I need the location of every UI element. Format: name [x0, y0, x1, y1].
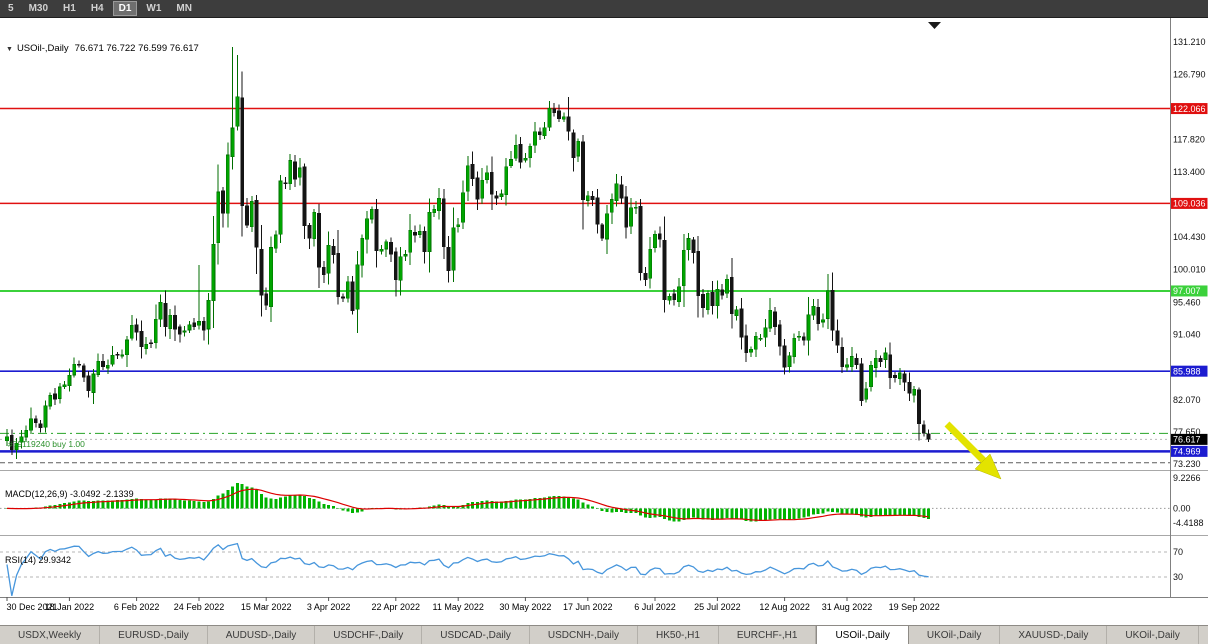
- price-level-label: 74.969: [1173, 447, 1201, 457]
- price-axis-label: 77.650: [1173, 427, 1201, 437]
- rsi-line: [6, 542, 929, 596]
- price-level-label: 85.988: [1173, 366, 1201, 376]
- bottom-tab-eurchf-h1[interactable]: EURCHF-,H1: [719, 626, 817, 644]
- price-axis-label: 117.820: [1173, 135, 1205, 145]
- bottom-tab-usdcnh-daily[interactable]: USDCNH-,Daily: [530, 626, 638, 644]
- price-axis-label: 113.400: [1173, 167, 1205, 177]
- date-label: 30 Dec 2021: [6, 602, 57, 612]
- date-label: 6 Jul 2022: [634, 602, 676, 612]
- bottom-tab-xauusd-daily[interactable]: XAUUSD-,Daily: [1000, 626, 1108, 644]
- timeframe-button-5[interactable]: 5: [8, 3, 14, 14]
- date-label: 24 Feb 2022: [174, 602, 225, 612]
- price-level-label: 76.617: [1173, 435, 1201, 445]
- date-label: 11 May 2022: [433, 602, 484, 612]
- panel-separators: [0, 18, 1208, 598]
- chart-tabs-bar: USDX,Weekly EURUSD-,Daily AUDUSD-,Daily USD…: [0, 625, 1208, 644]
- macd-axis-label: 9.2266: [1173, 473, 1201, 483]
- timeframe-toolbar: 5 M30 H1 H4 D1 W1 MN: [0, 0, 1208, 18]
- price-axis-label: 126.790: [1173, 69, 1206, 79]
- timeframe-button-m30[interactable]: M30: [28, 3, 49, 14]
- date-label: 31 Aug 2022: [822, 602, 873, 612]
- timeframe-button-d1[interactable]: D1: [112, 1, 138, 16]
- bottom-tab-eurusd-daily[interactable]: EURUSD-,Daily: [100, 626, 208, 644]
- bottom-tab-audusd-daily[interactable]: AUDUSD-,Daily: [208, 626, 316, 644]
- date-label: 18 Jan 2022: [45, 602, 95, 612]
- price-axis[interactable]: 131.210 126.790 117.820 113.400 104.430 100.0…: [1171, 37, 1208, 582]
- rsi-axis-label: 30: [1173, 572, 1183, 582]
- price-axis-label: 95.460: [1173, 297, 1201, 307]
- price-axis-label: 91.040: [1173, 330, 1201, 340]
- date-label: 15 Mar 2022: [241, 602, 292, 612]
- date-label: 6 Feb 2022: [114, 602, 160, 612]
- bottom-tab-usdx-weekly[interactable]: USDX,Weekly: [0, 626, 101, 644]
- date-label: 22 Apr 2022: [372, 602, 421, 612]
- date-label: 12 Aug 2022: [759, 602, 810, 612]
- price-level-label: 97.007: [1173, 286, 1201, 296]
- bottom-tab-usoil-daily[interactable]: USOil-,Daily: [816, 626, 909, 644]
- bottom-tab-hk50-h1[interactable]: HK50-,H1: [638, 626, 719, 644]
- timeframe-button-h1[interactable]: H1: [63, 3, 76, 14]
- bottom-tab-usdchf-daily[interactable]: USDCHF-,Daily: [315, 626, 423, 644]
- bottom-tab-ukoil-daily[interactable]: UKOil-,Daily: [909, 626, 1001, 644]
- timeframe-button-h4[interactable]: H4: [90, 3, 104, 14]
- date-label: 3 Apr 2022: [307, 602, 351, 612]
- chart-window[interactable]: 30 Dec 2021 18 Jan 2022 6 Feb 2022 24 Feb 2…: [0, 18, 1208, 625]
- candlestick-series: [5, 47, 931, 460]
- date-label: 25 Jul 2022: [694, 602, 741, 612]
- price-level-label: 122.066: [1173, 104, 1206, 114]
- price-axis-label: 73.230: [1173, 459, 1201, 469]
- timeframe-button-w1[interactable]: W1: [146, 3, 162, 14]
- date-label: 17 Jun 2022: [563, 602, 613, 612]
- bottom-tab-usdcad-daily[interactable]: USDCAD-,Daily: [422, 626, 530, 644]
- macd-axis-label: 0.00: [1173, 504, 1191, 514]
- rsi-axis-label: 70: [1173, 547, 1183, 557]
- price-axis-label: 100.010: [1173, 264, 1206, 274]
- chart-shift-marker-icon[interactable]: [928, 22, 941, 29]
- timeframe-button-mn[interactable]: MN: [176, 3, 192, 14]
- price-axis-label: 104.430: [1173, 232, 1206, 242]
- arrow-drawing[interactable]: [944, 421, 1002, 480]
- macd-axis-label: -4.4188: [1173, 518, 1204, 528]
- price-level-label: 109.036: [1173, 199, 1206, 209]
- price-axis-label: 131.210: [1173, 37, 1206, 47]
- price-axis-label: 82.070: [1173, 395, 1201, 405]
- date-label: 30 May 2022: [499, 602, 551, 612]
- date-label: 19 Sep 2022: [889, 602, 940, 612]
- macd-histogram: [5, 482, 931, 522]
- bottom-tab-ukoil-daily[interactable]: UKOil-,Daily: [1107, 626, 1199, 644]
- macd-signal-line: [6, 488, 929, 521]
